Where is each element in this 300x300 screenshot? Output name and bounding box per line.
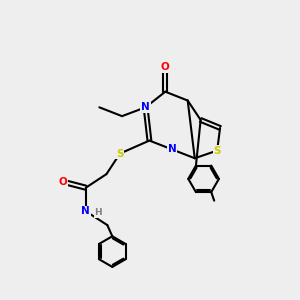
Text: N: N [168, 144, 176, 154]
Text: S: S [213, 146, 221, 156]
Text: N: N [81, 206, 90, 216]
Text: S: S [116, 148, 124, 158]
Text: O: O [161, 62, 170, 72]
Text: O: O [59, 177, 68, 187]
Text: H: H [94, 208, 102, 217]
Text: N: N [141, 102, 150, 112]
